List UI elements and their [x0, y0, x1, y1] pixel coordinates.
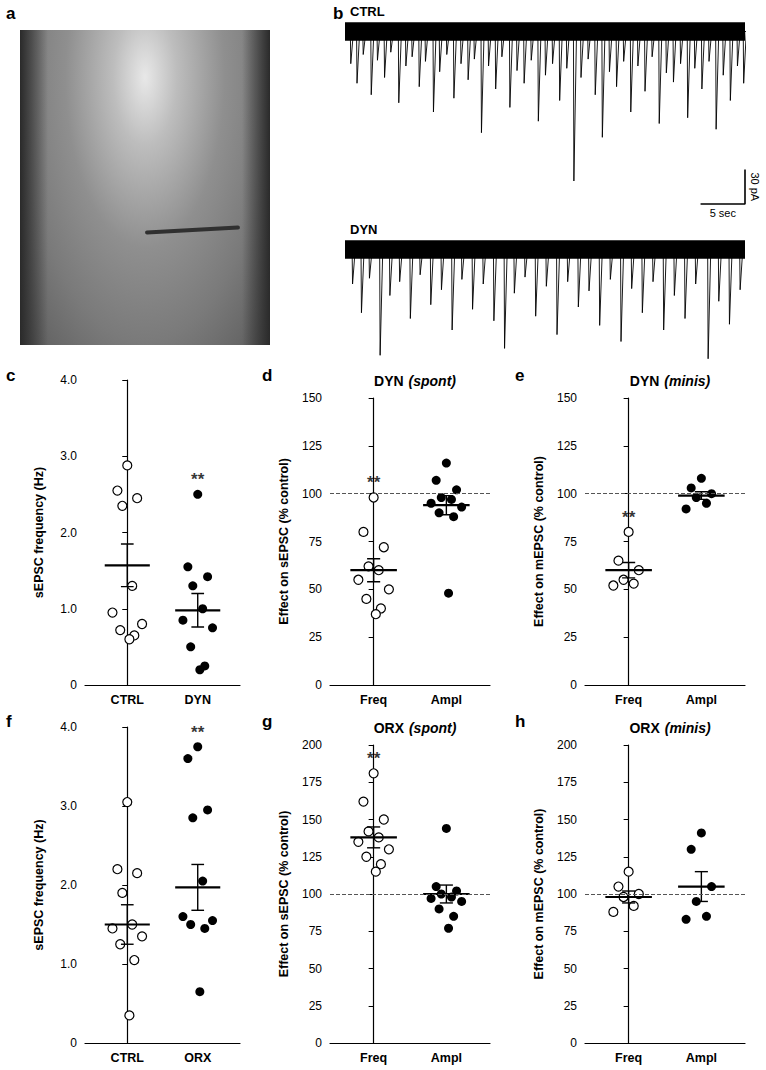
svg-text:100: 100 — [302, 487, 322, 501]
svg-text:2.0: 2.0 — [60, 526, 77, 540]
svg-text:sEPSC frequency (Hz): sEPSC frequency (Hz) — [32, 819, 46, 950]
svg-text:Ampl: Ampl — [431, 693, 462, 707]
svg-text:**: ** — [191, 723, 205, 742]
svg-text:ORX: ORX — [374, 720, 405, 736]
svg-text:150: 150 — [302, 391, 322, 405]
svg-text:0: 0 — [315, 678, 322, 692]
svg-text:75: 75 — [564, 924, 578, 938]
svg-text:200: 200 — [302, 738, 322, 752]
svg-text:125: 125 — [557, 850, 577, 864]
svg-text:DYN: DYN — [374, 373, 404, 389]
svg-text:Freq: Freq — [360, 693, 387, 707]
svg-text:Ampl: Ampl — [686, 693, 717, 707]
svg-text:CTRL: CTRL — [111, 1051, 145, 1065]
html-text:c: c — [6, 366, 16, 385]
svg-text:0: 0 — [70, 678, 77, 692]
svg-text:0: 0 — [570, 678, 577, 692]
svg-text:125: 125 — [557, 439, 577, 453]
svg-text:175: 175 — [302, 775, 322, 789]
svg-text:0: 0 — [315, 1036, 322, 1050]
svg-text:1.0: 1.0 — [60, 957, 77, 971]
svg-text:50: 50 — [309, 582, 323, 596]
svg-text:ORX: ORX — [184, 1051, 212, 1065]
svg-text:Effect on mEPSC (% control): Effect on mEPSC (% control) — [532, 809, 546, 980]
svg-text:75: 75 — [309, 535, 323, 549]
svg-text:75: 75 — [564, 535, 578, 549]
svg-text:0: 0 — [70, 1036, 77, 1050]
svg-text:DYN: DYN — [185, 693, 211, 707]
svg-text:5 sec: 5 sec — [710, 207, 737, 219]
svg-text:(spont): (spont) — [409, 720, 457, 736]
svg-text:150: 150 — [557, 391, 577, 405]
html-text:e: e — [515, 366, 525, 385]
svg-text:125: 125 — [302, 439, 322, 453]
html-text:g: g — [262, 712, 273, 731]
svg-text:**: ** — [191, 470, 205, 489]
svg-text:25: 25 — [309, 630, 323, 644]
svg-text:4.0: 4.0 — [60, 373, 77, 387]
svg-text:**: ** — [367, 749, 381, 768]
svg-text:DYN: DYN — [350, 222, 377, 237]
html-text:b: b — [333, 4, 344, 23]
svg-text:100: 100 — [557, 887, 577, 901]
html-text:f: f — [6, 712, 12, 731]
svg-text:50: 50 — [564, 962, 578, 976]
svg-text:100: 100 — [302, 887, 322, 901]
svg-text:(minis): (minis) — [665, 720, 711, 736]
svg-text:25: 25 — [309, 999, 323, 1013]
svg-text:2.0: 2.0 — [60, 878, 77, 892]
svg-text:Freq: Freq — [615, 693, 642, 707]
svg-text:Effect on sEPSC (% control): Effect on sEPSC (% control) — [277, 458, 291, 625]
svg-text:3.0: 3.0 — [60, 799, 77, 813]
svg-text:50: 50 — [564, 582, 578, 596]
svg-text:Freq: Freq — [360, 1051, 387, 1065]
svg-text:25: 25 — [564, 999, 578, 1013]
svg-text:**: ** — [367, 473, 381, 492]
svg-text:175: 175 — [557, 775, 577, 789]
svg-text:150: 150 — [302, 813, 322, 827]
svg-text:ORX: ORX — [629, 720, 660, 736]
svg-text:1.0: 1.0 — [60, 602, 77, 616]
html-text:h: h — [515, 712, 526, 731]
svg-text:4.0: 4.0 — [60, 720, 77, 734]
svg-text:0: 0 — [570, 1036, 577, 1050]
svg-text:Effect on sEPSC (% control): Effect on sEPSC (% control) — [277, 811, 291, 978]
svg-text:Ampl: Ampl — [686, 1051, 717, 1065]
svg-text:25: 25 — [564, 630, 578, 644]
html-text:a: a — [6, 4, 16, 23]
svg-text:Freq: Freq — [615, 1051, 642, 1065]
svg-text:DYN: DYN — [630, 373, 660, 389]
svg-text:CTRL: CTRL — [111, 693, 145, 707]
svg-text:30 pA: 30 pA — [749, 172, 761, 201]
svg-text:200: 200 — [557, 738, 577, 752]
svg-text:75: 75 — [309, 924, 323, 938]
html-text:d: d — [262, 366, 273, 385]
svg-text:125: 125 — [302, 850, 322, 864]
svg-text:**: ** — [622, 508, 636, 527]
svg-text:150: 150 — [557, 813, 577, 827]
svg-text:50: 50 — [309, 962, 323, 976]
svg-text:100: 100 — [557, 487, 577, 501]
svg-text:sEPSC frequency (Hz): sEPSC frequency (Hz) — [32, 467, 46, 598]
svg-text:(minis): (minis) — [664, 373, 710, 389]
svg-text:CTRL: CTRL — [350, 4, 385, 19]
svg-text:Ampl: Ampl — [431, 1051, 462, 1065]
svg-text:3.0: 3.0 — [60, 449, 77, 463]
svg-text:(spont): (spont) — [409, 373, 457, 389]
svg-text:Effect on mEPSC (% control): Effect on mEPSC (% control) — [532, 456, 546, 627]
